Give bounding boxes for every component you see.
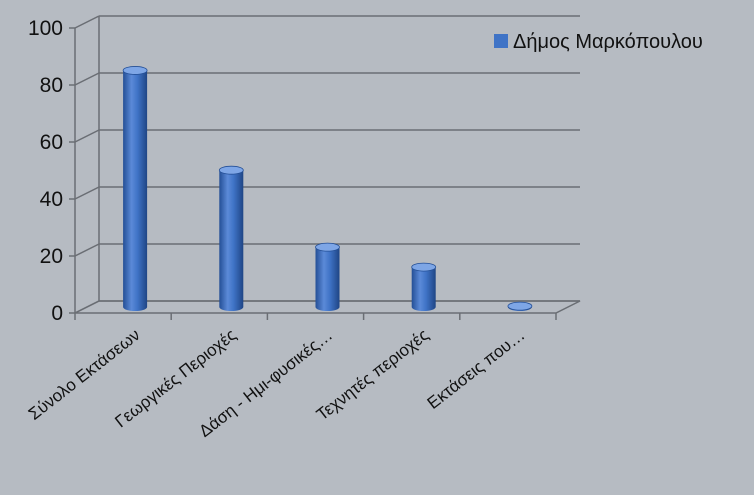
- bar: [122, 66, 148, 311]
- y-tick-label: 0: [51, 302, 63, 325]
- y-tick-label: 40: [40, 188, 63, 211]
- bar-body: [123, 70, 148, 311]
- bar: [411, 262, 437, 311]
- bar: [507, 301, 533, 311]
- y-tick-label: 20: [40, 245, 63, 268]
- bar: [218, 165, 244, 311]
- bar-top: [122, 66, 148, 75]
- axes: [69, 16, 581, 320]
- bar-top: [218, 165, 244, 175]
- gridline-side: [74, 72, 100, 86]
- bar-body: [315, 247, 340, 311]
- y-tick-label: 60: [40, 131, 63, 154]
- bars: [122, 66, 533, 311]
- bar-top: [507, 301, 533, 311]
- gridline-side: [74, 243, 100, 257]
- bar-body: [411, 267, 436, 311]
- gridline-side: [74, 129, 100, 143]
- bar-body: [219, 170, 244, 311]
- gridline-side: [74, 186, 100, 200]
- chart-floor: [74, 300, 581, 314]
- bar-top: [411, 262, 437, 272]
- legend-swatch: [494, 34, 508, 48]
- y-tick-label: 80: [40, 74, 63, 97]
- bar-top: [315, 242, 340, 252]
- gridline-side: [74, 15, 100, 29]
- legend: Δήμος Μαρκόπουλου: [494, 31, 703, 53]
- x-tick-label: Εκτάσεις που…: [424, 325, 529, 413]
- y-tick-label: 100: [28, 17, 63, 40]
- gridlines: [74, 15, 580, 314]
- legend-label: Δήμος Μαρκόπουλου: [513, 31, 703, 53]
- bar: [315, 242, 340, 311]
